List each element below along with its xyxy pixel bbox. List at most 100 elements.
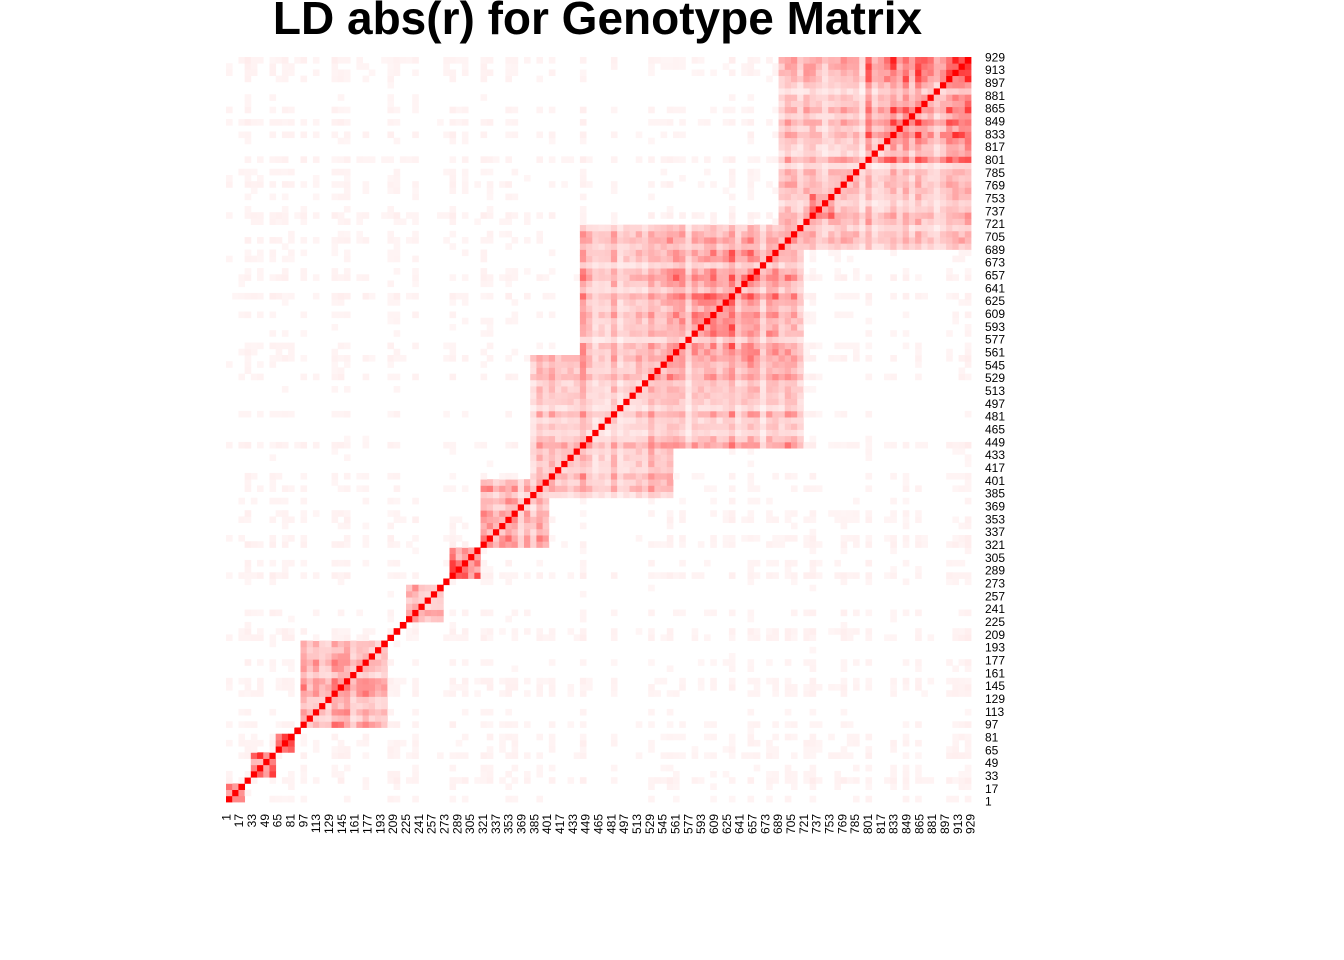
heatmap-cell bbox=[505, 57, 512, 64]
heatmap-cell bbox=[499, 733, 506, 741]
heatmap-cell bbox=[654, 330, 661, 337]
heatmap-cell bbox=[679, 156, 686, 163]
heatmap-cell bbox=[902, 721, 910, 728]
heatmap-cell bbox=[815, 94, 823, 101]
heatmap-cell bbox=[343, 510, 351, 517]
heatmap-cell bbox=[728, 752, 736, 759]
heatmap-cell bbox=[480, 566, 488, 573]
heatmap-cell bbox=[704, 168, 711, 176]
heatmap-cell bbox=[480, 752, 488, 759]
heatmap-cell bbox=[902, 81, 910, 89]
heatmap-cell bbox=[257, 274, 264, 281]
heatmap-cell bbox=[946, 472, 953, 480]
heatmap-cell bbox=[772, 187, 779, 194]
heatmap-cell bbox=[902, 150, 910, 157]
heatmap-cell bbox=[815, 168, 823, 176]
heatmap-cell bbox=[691, 404, 699, 412]
heatmap-cell bbox=[828, 628, 835, 635]
heatmap-cell bbox=[915, 199, 922, 207]
heatmap-cell bbox=[356, 721, 363, 728]
heatmap-cell bbox=[803, 57, 810, 64]
heatmap-cell bbox=[331, 367, 339, 375]
heatmap-cell bbox=[908, 57, 916, 64]
heatmap-cell bbox=[710, 541, 717, 548]
heatmap-cell bbox=[915, 355, 922, 362]
heatmap-cell bbox=[524, 528, 531, 536]
heatmap-cell bbox=[592, 404, 599, 412]
heatmap-cell bbox=[772, 733, 779, 741]
heatmap-cell bbox=[232, 783, 239, 790]
heatmap-cell bbox=[790, 559, 798, 567]
heatmap-cell bbox=[486, 193, 494, 201]
heatmap-cell bbox=[666, 386, 674, 393]
heatmap-cell bbox=[697, 181, 705, 188]
heatmap-cell bbox=[722, 311, 730, 319]
heatmap-cell bbox=[269, 361, 277, 368]
heatmap-cell bbox=[244, 131, 252, 139]
heatmap-cell bbox=[896, 243, 904, 250]
heatmap-cell bbox=[958, 535, 966, 542]
heatmap-cell bbox=[859, 57, 866, 64]
heatmap-cell bbox=[747, 659, 755, 666]
heatmap-cell bbox=[654, 392, 661, 399]
heatmap-cell bbox=[629, 243, 637, 250]
heatmap-cell bbox=[939, 193, 947, 201]
heatmap-cell bbox=[697, 472, 705, 480]
heatmap-cell bbox=[815, 739, 823, 747]
heatmap-cell bbox=[853, 212, 860, 219]
heatmap-cell bbox=[778, 330, 786, 337]
heatmap-cell bbox=[517, 528, 525, 536]
heatmap-cell bbox=[828, 88, 835, 95]
heatmap-cell bbox=[437, 603, 444, 610]
heatmap-cell bbox=[902, 559, 910, 567]
heatmap-cell bbox=[871, 230, 879, 238]
heatmap-cell bbox=[257, 119, 264, 126]
heatmap-cell bbox=[673, 249, 680, 257]
heatmap-cell bbox=[257, 174, 264, 182]
heatmap-cell bbox=[865, 448, 873, 455]
heatmap-cell bbox=[660, 330, 668, 337]
heatmap-cell bbox=[840, 174, 848, 182]
heatmap-cell bbox=[343, 361, 351, 368]
heatmap-cell bbox=[815, 181, 823, 188]
heatmap-cell bbox=[480, 485, 488, 492]
heatmap-cell bbox=[710, 299, 717, 306]
heatmap-cell bbox=[629, 441, 637, 449]
heatmap-cell bbox=[343, 454, 351, 461]
heatmap-cell bbox=[288, 342, 295, 350]
heatmap-cell bbox=[759, 361, 767, 368]
heatmap-cell bbox=[915, 572, 922, 579]
heatmap-cell bbox=[629, 286, 637, 294]
heatmap-cell bbox=[362, 63, 370, 70]
heatmap-cell bbox=[679, 404, 686, 412]
heatmap-cell bbox=[412, 100, 419, 108]
heatmap-cell bbox=[480, 535, 488, 542]
heatmap-cell bbox=[362, 677, 370, 685]
heatmap-cell bbox=[784, 206, 792, 213]
heatmap-cell bbox=[486, 516, 494, 524]
heatmap-cell bbox=[257, 237, 264, 244]
heatmap-cell bbox=[660, 323, 668, 331]
heatmap-cell bbox=[716, 355, 724, 362]
heatmap-cell bbox=[759, 255, 767, 263]
heatmap-cell bbox=[846, 193, 854, 201]
heatmap-cell bbox=[387, 156, 395, 163]
heatmap-cell bbox=[747, 355, 755, 362]
heatmap-cell bbox=[846, 311, 854, 319]
heatmap-cell bbox=[803, 373, 810, 381]
heatmap-cell bbox=[610, 187, 618, 194]
heatmap-cell bbox=[486, 355, 494, 362]
heatmap-cell bbox=[809, 628, 817, 635]
heatmap-cell bbox=[803, 628, 810, 635]
heatmap-cell bbox=[759, 230, 767, 238]
heatmap-cell bbox=[654, 274, 661, 281]
heatmap-cell bbox=[915, 510, 922, 517]
heatmap-cell bbox=[660, 677, 668, 685]
heatmap-cell bbox=[673, 379, 680, 387]
heatmap-cell bbox=[679, 559, 686, 567]
heatmap-cell bbox=[269, 237, 277, 244]
heatmap-cell bbox=[375, 659, 382, 666]
heatmap-cell bbox=[480, 578, 488, 586]
heatmap-cell bbox=[759, 417, 767, 424]
heatmap-cell bbox=[598, 342, 606, 350]
